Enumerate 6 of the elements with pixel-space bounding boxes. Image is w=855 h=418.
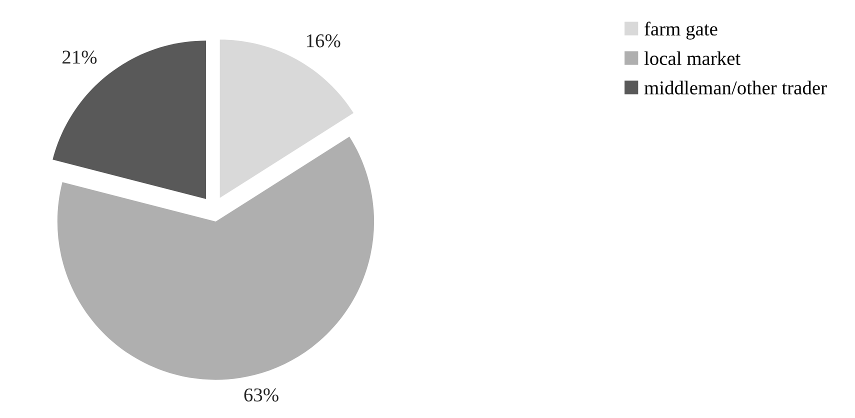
data-label: 21% bbox=[62, 50, 97, 64]
legend-label: middleman/other trader bbox=[644, 80, 827, 94]
data-label: 63% bbox=[244, 388, 278, 402]
legend-label: farm gate bbox=[644, 22, 718, 40]
legend-label: local market bbox=[644, 51, 741, 66]
data-label: 16% bbox=[306, 34, 340, 48]
